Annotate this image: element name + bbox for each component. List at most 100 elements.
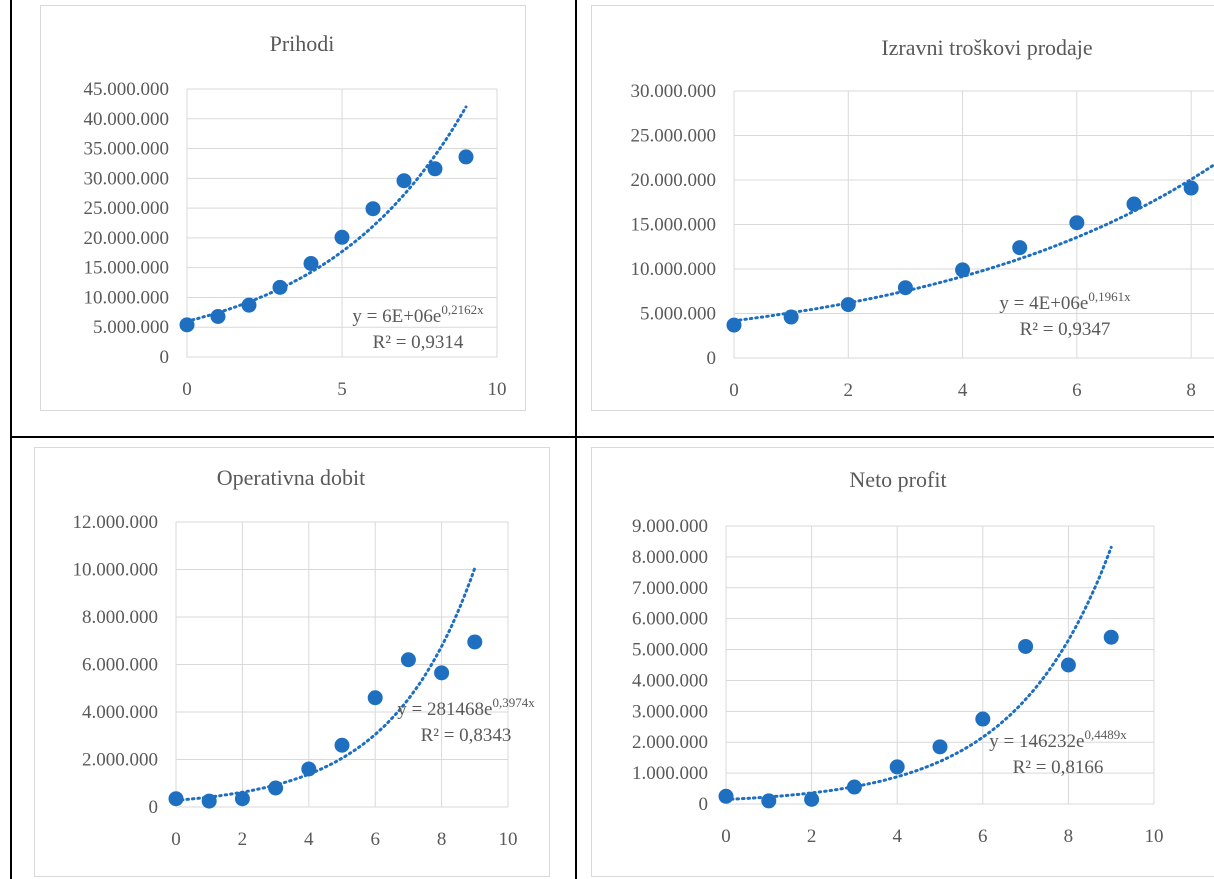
- chart2-r-squared: R² = 0,9347: [1020, 319, 1111, 340]
- chart2-xtick-label: 8: [1186, 380, 1196, 401]
- chart2-point: [1012, 240, 1028, 256]
- chart2-title: Izravni troškovi prodaje: [881, 35, 1092, 60]
- chart1-ytick-label: 5.000.000: [93, 317, 169, 338]
- chart4-point: [846, 779, 862, 795]
- chart1-point: [396, 173, 412, 189]
- chart1-xtick-label: 5: [337, 379, 347, 400]
- chart1-point: [241, 297, 257, 313]
- chart3-point: [434, 665, 450, 681]
- chart4-ytick-label: 9.000.000: [632, 516, 708, 537]
- chart4-xtick-label: 6: [978, 826, 988, 847]
- chart2-ytick-label: 15.000.000: [631, 215, 717, 236]
- chart-panel-neto-profit: [591, 447, 1214, 877]
- chart1-point: [334, 229, 350, 245]
- chart3-point: [467, 634, 483, 650]
- chart1-title: Prihodi: [270, 31, 335, 56]
- chart2-point: [840, 297, 856, 313]
- chart2-trendline: [732, 163, 1214, 323]
- chart3-xtick-label: 0: [171, 829, 181, 850]
- chart1-point: [272, 279, 288, 295]
- chart1-trend-equation: y = 6E+06e0,2162x: [352, 302, 484, 327]
- chart3-point: [268, 780, 284, 796]
- chart4-ytick-label: 0: [699, 794, 709, 815]
- chart4-point: [804, 791, 820, 807]
- chart1-ytick-label: 25.000.000: [84, 198, 170, 219]
- chart1-point: [458, 149, 474, 165]
- chart3-ytick-label: 6.000.000: [82, 655, 158, 676]
- chart4-ytick-label: 3.000.000: [632, 701, 708, 722]
- chart3-trendline: [174, 566, 477, 802]
- chart4-point: [761, 793, 777, 809]
- chart3-point: [334, 737, 350, 753]
- chart4-point: [1103, 629, 1119, 645]
- chart4-xtick-label: 8: [1064, 826, 1074, 847]
- chart3-ytick-label: 4.000.000: [82, 702, 158, 723]
- chart2-point: [955, 262, 971, 278]
- chart2-xtick-label: 0: [729, 380, 739, 401]
- table-border-horizontal: [10, 436, 1214, 438]
- chart2-ytick-label: 5.000.000: [640, 304, 716, 325]
- chart3-point: [301, 761, 317, 777]
- chart4-ytick-label: 5.000.000: [632, 640, 708, 661]
- chart1-ytick-label: 0: [160, 347, 170, 368]
- chart3-ytick-label: 12.000.000: [73, 512, 159, 533]
- chart1-trendline: [185, 105, 468, 323]
- chart4-trend-equation: y = 146232e0,4489x: [989, 727, 1127, 752]
- chart2-point: [783, 309, 799, 325]
- chart3-r-squared: R² = 0,8343: [421, 725, 512, 746]
- chart4-xtick-label: 4: [892, 826, 902, 847]
- chart3-point: [400, 652, 416, 668]
- chart1-ytick-label: 45.000.000: [84, 79, 170, 100]
- chart1-point: [427, 161, 443, 177]
- chart1-point: [210, 309, 226, 325]
- chart2-ytick-label: 20.000.000: [631, 170, 717, 191]
- chart3-xtick-label: 4: [304, 829, 314, 850]
- chart4-title: Neto profit: [849, 467, 946, 492]
- chart3-ytick-label: 8.000.000: [82, 607, 158, 628]
- chart3-ytick-label: 10.000.000: [73, 560, 159, 581]
- chart3-xtick-label: 2: [238, 829, 248, 850]
- chart4-ytick-label: 7.000.000: [632, 578, 708, 599]
- chart3-point: [234, 791, 250, 807]
- chart2-ytick-label: 10.000.000: [631, 259, 717, 280]
- chart4-point: [718, 788, 734, 804]
- chart3-xtick-label: 8: [437, 829, 447, 850]
- chart1-ytick-label: 30.000.000: [84, 168, 170, 189]
- chart3-xtick-label: 6: [370, 829, 380, 850]
- chart3-point: [201, 793, 217, 809]
- chart2-xtick-label: 6: [1072, 380, 1082, 401]
- chart3-trend-equation: y = 281468e0,3974x: [397, 695, 535, 720]
- chart1-ytick-label: 20.000.000: [84, 228, 170, 249]
- chart2-point: [1069, 215, 1085, 231]
- chart1-point: [365, 201, 381, 217]
- chart4-point: [932, 739, 948, 755]
- chart3-ytick-label: 0: [149, 797, 159, 818]
- chart1-point: [303, 255, 319, 271]
- chart4-point: [1060, 657, 1076, 673]
- chart1-r-squared: R² = 0,9314: [373, 332, 464, 353]
- chart2-point: [726, 317, 742, 333]
- chart3-ytick-label: 2.000.000: [82, 750, 158, 771]
- table-border-middle: [575, 0, 577, 879]
- chart3-xtick-label: 10: [499, 829, 518, 850]
- chart4-point: [975, 711, 991, 727]
- chart1-ytick-label: 15.000.000: [84, 258, 170, 279]
- table-border-left: [10, 0, 12, 879]
- chart3-point: [367, 690, 383, 706]
- chart1-xtick-label: 10: [488, 379, 507, 400]
- chart4-ytick-label: 2.000.000: [632, 732, 708, 753]
- chart2-trend-equation: y = 4E+06e0,1961x: [999, 289, 1131, 314]
- chart2-ytick-label: 30.000.000: [631, 81, 717, 102]
- chart4-ytick-label: 4.000.000: [632, 670, 708, 691]
- chart1-ytick-label: 40.000.000: [84, 109, 170, 130]
- chart-panel-operativna-dobit: [34, 447, 550, 877]
- chart4-r-squared: R² = 0,8166: [1013, 757, 1104, 778]
- chart4-point: [889, 759, 905, 775]
- chart2-point: [897, 280, 913, 296]
- chart2-xtick-label: 2: [844, 380, 854, 401]
- chart1-xtick-label: 0: [182, 379, 192, 400]
- chart4-ytick-label: 8.000.000: [632, 547, 708, 568]
- chart3-point: [168, 791, 184, 807]
- chart4-xtick-label: 2: [807, 826, 817, 847]
